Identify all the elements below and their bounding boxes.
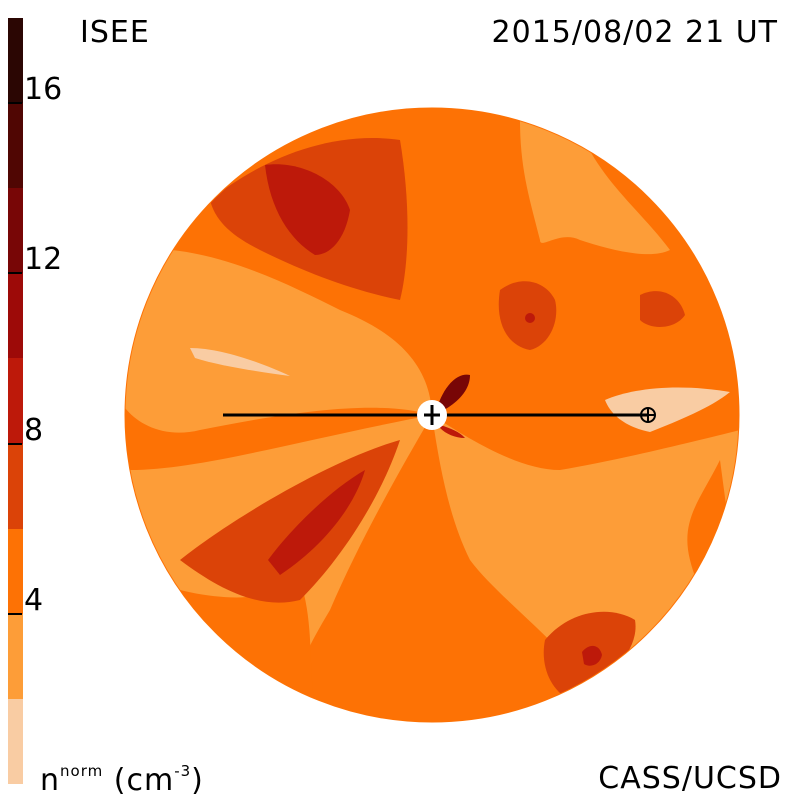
region-upper-right: [520, 120, 670, 254]
disk-contours: [100, 100, 760, 760]
region-center-right-core: [525, 313, 535, 323]
